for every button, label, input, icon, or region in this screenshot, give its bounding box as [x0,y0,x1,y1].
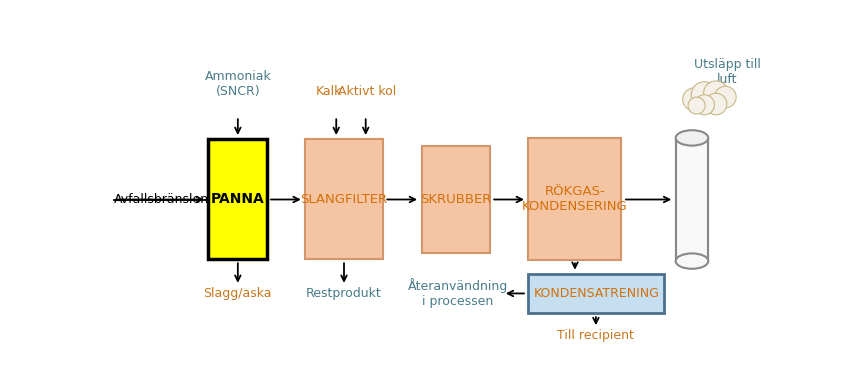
Circle shape [703,81,728,105]
Text: Till recipient: Till recipient [557,329,635,342]
Circle shape [683,88,706,111]
Text: Återanvändning
i processen: Återanvändning i processen [408,278,508,309]
Bar [529,274,664,313]
Bar [676,138,709,261]
Text: Ammoniak
(SNCR): Ammoniak (SNCR) [204,70,271,98]
Text: PANNA: PANNA [211,192,264,206]
Bar [422,145,490,253]
Text: Kalk: Kalk [315,85,342,98]
Bar [208,140,267,259]
Text: KONDENSATRENING: KONDENSATRENING [533,287,660,300]
Circle shape [705,93,727,115]
Text: Slagg/aska: Slagg/aska [203,287,272,300]
Text: RÖKGAS-
KONDENSERING: RÖKGAS- KONDENSERING [522,185,628,213]
Circle shape [691,82,717,108]
Text: Restprodukt: Restprodukt [307,287,382,300]
Bar [306,140,383,259]
Ellipse shape [676,253,709,269]
Circle shape [688,97,705,114]
Text: SKRUBBER: SKRUBBER [420,193,492,206]
Text: Utsläpp till
luft: Utsläpp till luft [694,58,761,86]
Text: Aktivt kol: Aktivt kol [338,85,396,98]
Circle shape [715,86,736,108]
Ellipse shape [676,130,709,145]
Circle shape [694,95,715,115]
Bar [529,138,622,260]
Text: Avfallsbränslen: Avfallsbränslen [114,193,209,206]
Text: SLANGFILTER: SLANGFILTER [300,192,387,206]
